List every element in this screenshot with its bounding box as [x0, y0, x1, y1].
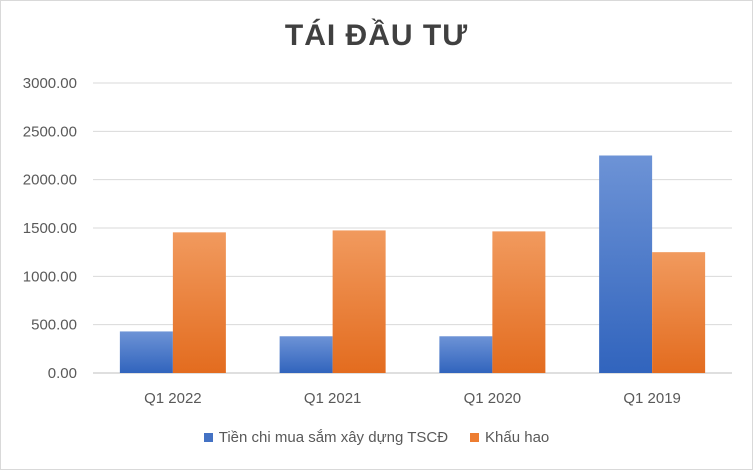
legend-label-1: Khấu hao — [485, 429, 550, 446]
bar-khau-hao-0 — [172, 232, 226, 373]
y-tick-label: 3000.00 — [23, 75, 77, 92]
bar-khau-hao-3 — [652, 252, 706, 373]
y-tick-label: 2000.00 — [23, 172, 77, 189]
bar-tscd-0 — [119, 331, 173, 373]
legend-swatch-0 — [203, 433, 213, 442]
legend-item-0: Tiền chi mua sắm xây dựng TSCĐ — [203, 429, 449, 446]
bar-khau-hao-2 — [492, 231, 546, 373]
legend: Tiền chi mua sắm xây dựng TSCĐ Khấu hao — [1, 429, 752, 446]
chart-title: TÁI ĐẦU TƯ — [284, 19, 469, 52]
y-tick-label: 2500.00 — [23, 123, 77, 140]
x-tick-label: Q1 2021 — [304, 390, 362, 407]
x-tick-label: Q1 2020 — [464, 390, 522, 407]
y-tick-label: 0.00 — [48, 365, 77, 382]
bar-khau-hao-1 — [332, 230, 386, 373]
bar-tscd-3 — [599, 155, 653, 373]
x-tick-label: Q1 2022 — [144, 390, 202, 407]
y-tick-label: 1000.00 — [23, 268, 77, 285]
bar-tscd-2 — [439, 336, 493, 373]
legend-swatch-1 — [470, 433, 480, 442]
legend-label-0: Tiền chi mua sắm xây dựng TSCĐ — [218, 429, 449, 446]
legend-item-1: Khấu hao — [470, 429, 549, 446]
y-tick-label: 1500.00 — [23, 220, 77, 237]
x-tick-label: Q1 2019 — [623, 390, 681, 407]
y-tick-label: 500.00 — [31, 317, 77, 334]
bar-tscd-1 — [279, 336, 333, 373]
